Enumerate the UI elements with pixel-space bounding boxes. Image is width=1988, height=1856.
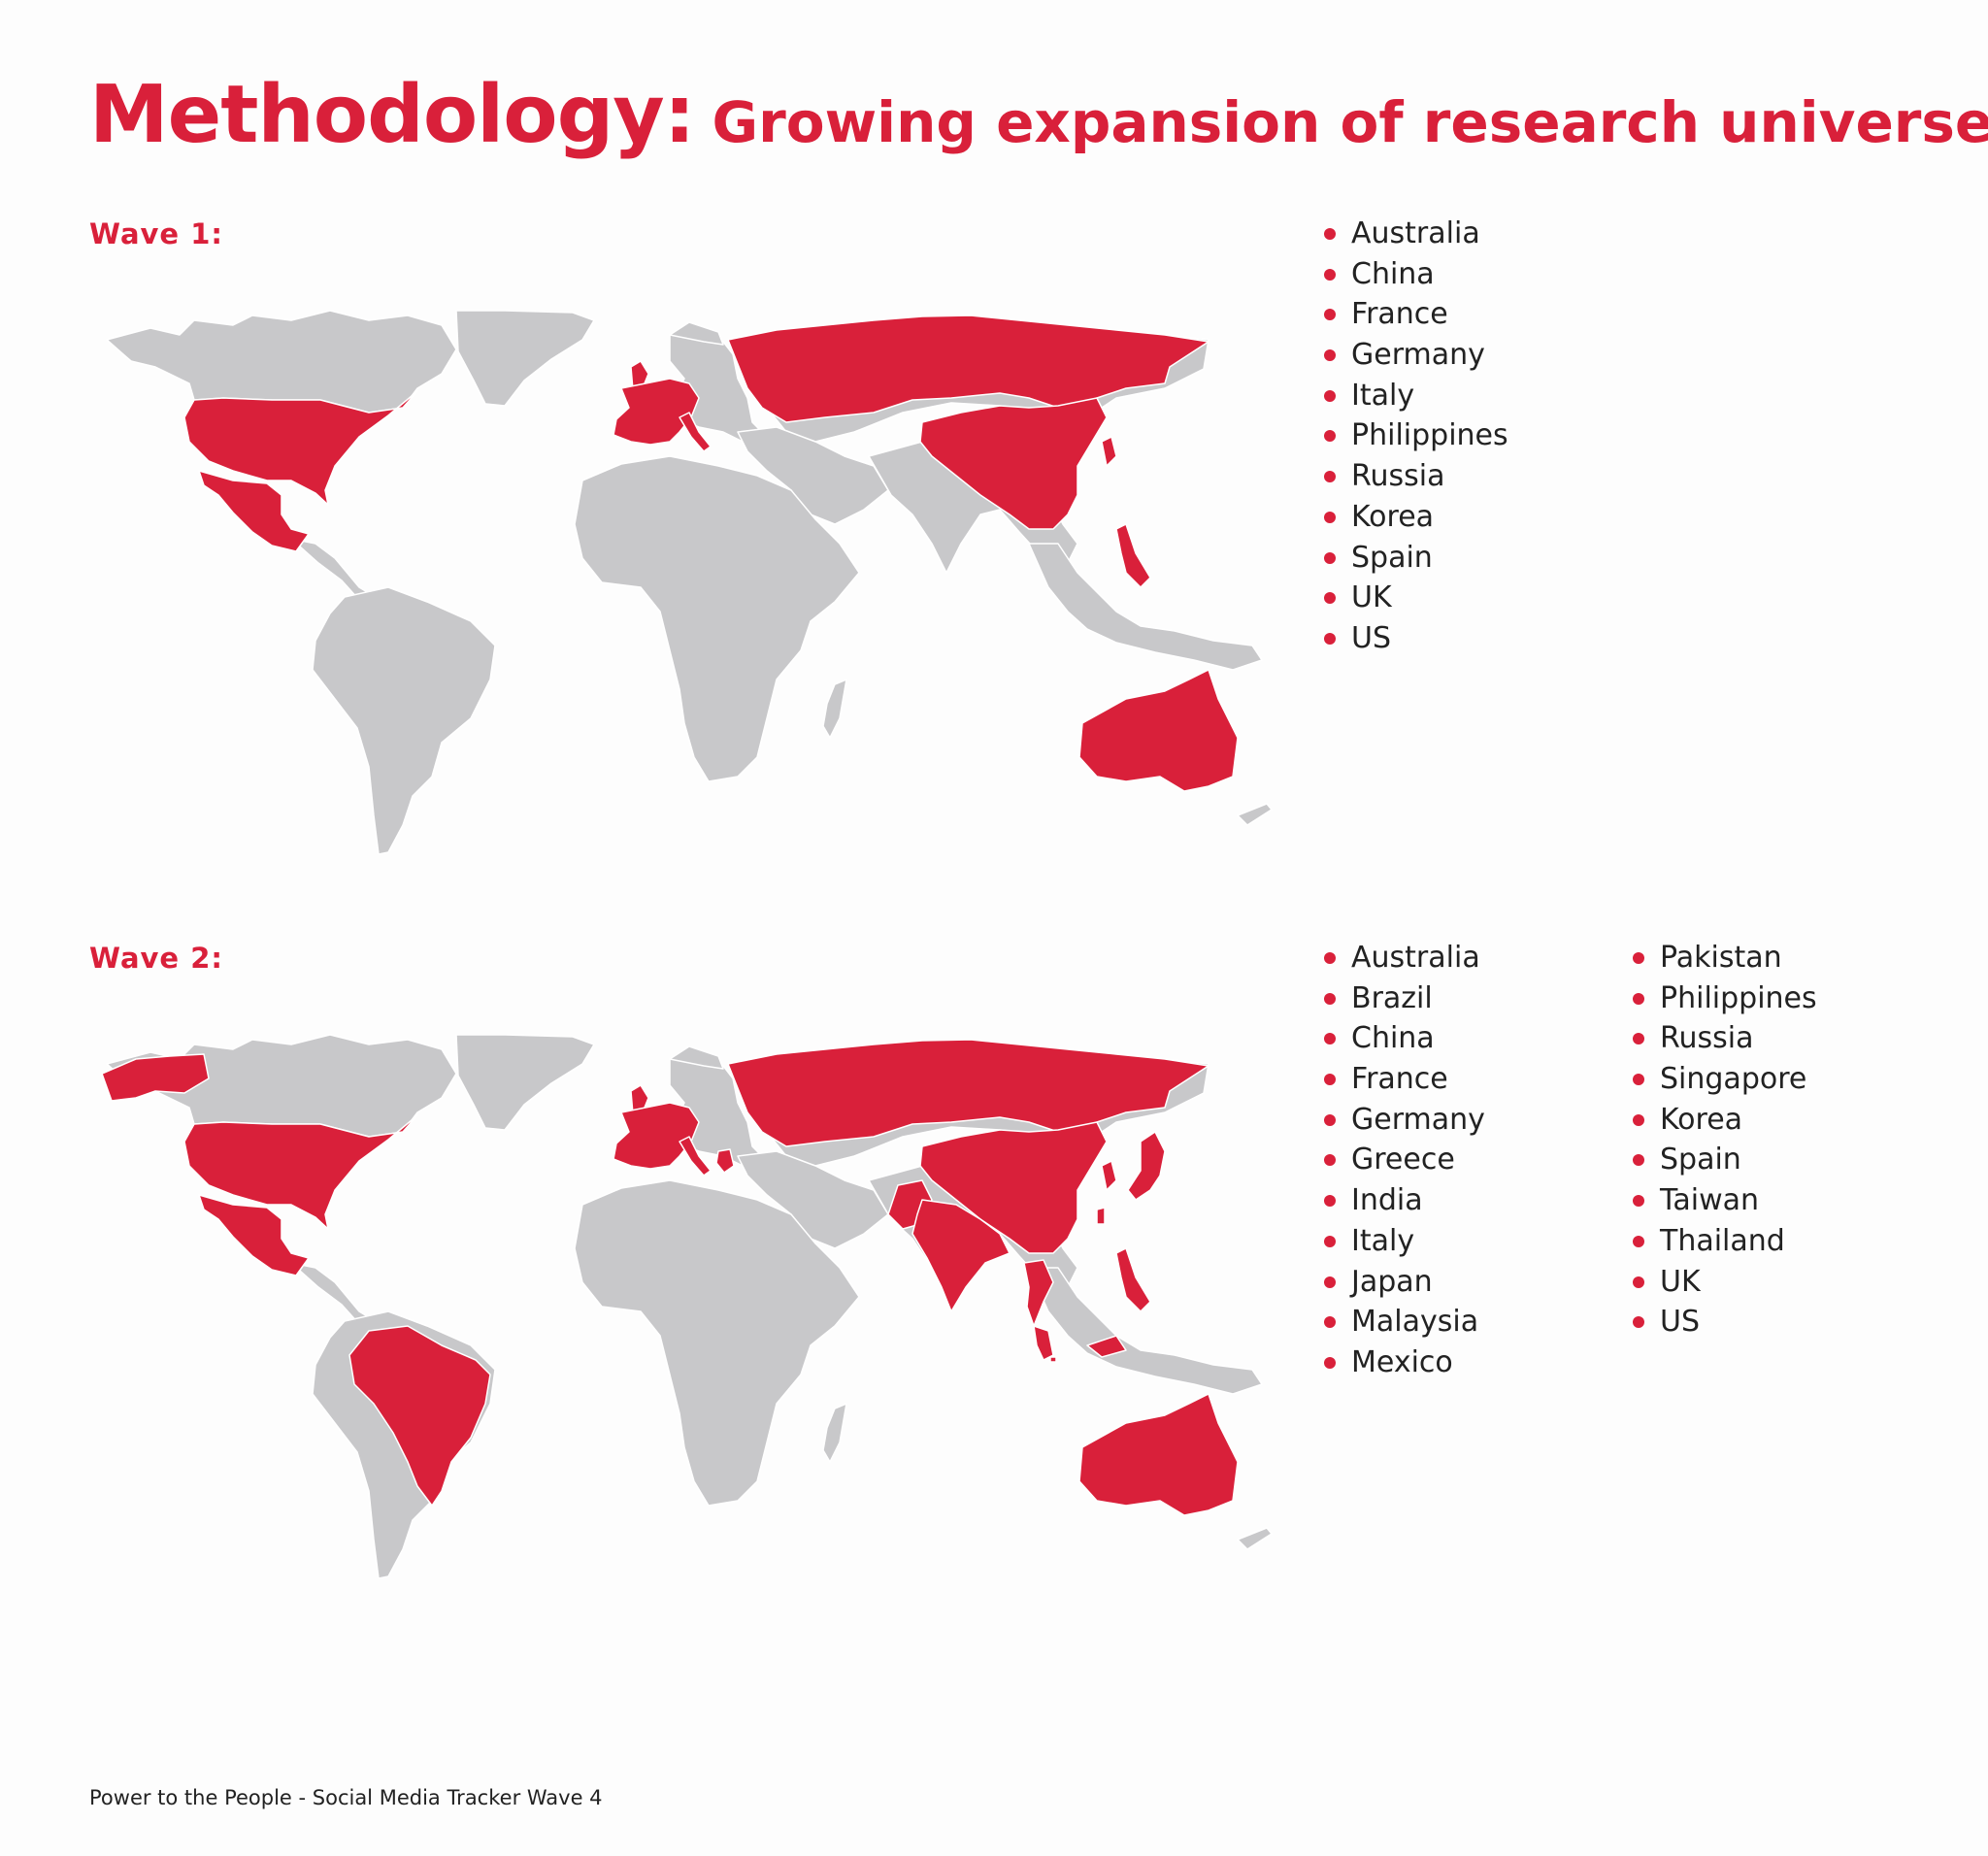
country-item: China [1324,1018,1485,1059]
land-madagascar [822,679,847,739]
wave-1-map [106,310,1273,855]
wave-2-label: Wave 2: [89,942,223,975]
country-item: France [1324,294,1508,335]
wave-1-label: Wave 1: [89,217,223,250]
country-item: Italy [1324,1221,1485,1262]
country-item: Malaysia [1324,1302,1485,1342]
country-item: US [1324,618,1508,659]
country-item: China [1324,254,1508,295]
country-item: Spain [1324,538,1508,579]
land-southeast-asia [1028,543,1263,671]
country-item: Taiwan [1633,1180,1817,1221]
country-item: Australia [1324,214,1508,254]
country-item: Thailand [1633,1221,1817,1262]
hl-japan [1127,1131,1166,1201]
country-item: Spain [1633,1140,1817,1180]
land-new-zealand [1237,803,1273,826]
land-north-america [106,310,457,414]
land-greenland [455,1034,595,1131]
country-item: Greece [1324,1140,1485,1180]
hl-korea [1101,436,1117,467]
hl-alaska [101,1053,210,1102]
hl-mexico [198,470,310,552]
country-item: Korea [1324,497,1508,538]
land-scandinavia [669,321,724,346]
hl-india [911,1199,1011,1312]
country-item: Italy [1324,376,1508,416]
country-item: Philippines [1324,415,1508,456]
country-item: UK [1633,1262,1817,1303]
country-item: Japan [1324,1262,1485,1303]
land-greenland [455,310,595,407]
hl-usa [183,390,418,506]
land-madagascar [822,1403,847,1463]
country-item: France [1324,1059,1485,1100]
wave-2-country-list-col1: Australia Brazil China France Germany Gr… [1324,938,1485,1383]
country-item: Mexico [1324,1342,1485,1383]
hl-singapore [1049,1356,1057,1363]
hl-western-europe [613,378,700,446]
land-south-america [312,586,496,855]
land-middle-east [737,1150,889,1249]
title-bold: Methodology: [89,69,696,161]
country-item: Philippines [1633,978,1817,1019]
country-item: Russia [1324,456,1508,497]
hl-greece [715,1148,735,1174]
title-subtitle: Growing expansion of research universe [712,89,1988,155]
country-item: Australia [1324,938,1485,978]
hl-italy [679,1136,712,1177]
country-item: US [1633,1302,1817,1342]
land-middle-east [737,426,889,525]
hl-korea [1101,1160,1117,1191]
country-item: UK [1324,578,1508,618]
land-africa [574,1179,860,1507]
hl-australia [1078,1393,1239,1516]
country-item: Pakistan [1633,938,1817,978]
footer-text: Power to the People - Social Media Track… [89,1786,603,1809]
hl-china [919,397,1108,530]
country-item: Korea [1633,1100,1817,1141]
hl-western-europe [613,1102,700,1170]
hl-philippines [1115,523,1151,588]
land-new-zealand [1237,1527,1273,1550]
hl-russia [727,315,1209,423]
hl-italy [679,412,712,452]
hl-malaysia [1033,1325,1127,1361]
country-item: India [1324,1180,1485,1221]
land-africa [574,455,860,782]
country-item: Russia [1633,1018,1817,1059]
country-item: Singapore [1633,1059,1817,1100]
hl-thailand [1023,1259,1054,1327]
hl-mexico [198,1194,310,1276]
wave-2-country-list-col2: Pakistan Philippines Russia Singapore Ko… [1633,938,1817,1342]
hl-china [919,1121,1108,1254]
page-title: Methodology: Growing expansion of researc… [89,76,1988,155]
country-item: Germany [1324,1100,1485,1141]
land-southeast-asia [1028,1267,1263,1395]
wave-2-map [101,1034,1273,1579]
country-item: Brazil [1324,978,1485,1019]
hl-taiwan [1096,1207,1106,1225]
hl-russia [727,1039,1209,1147]
hl-usa [183,1114,418,1230]
hl-philippines [1115,1247,1151,1312]
hl-australia [1078,669,1239,792]
wave-1-country-list: Australia China France Germany Italy Phi… [1324,214,1508,659]
country-item: Germany [1324,335,1508,376]
hl-brazil [348,1325,491,1507]
land-scandinavia [669,1045,724,1070]
